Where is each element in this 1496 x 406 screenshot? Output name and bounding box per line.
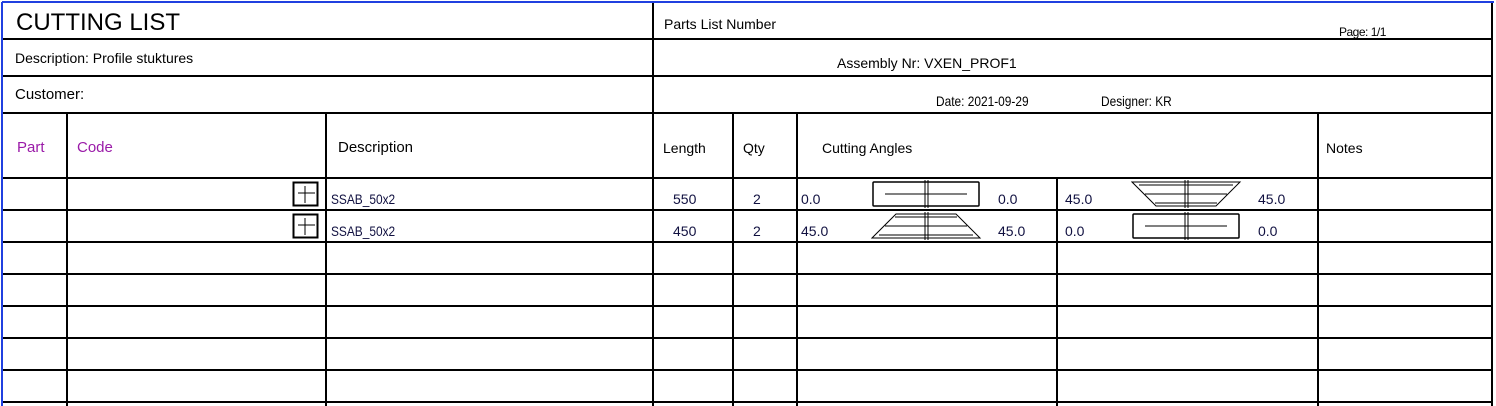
date: Date: 2021-09-29 <box>936 93 1029 109</box>
column-header-code: Code <box>77 139 113 156</box>
profile-cut-shape-trapezoid-wide-top <box>1131 180 1242 208</box>
column-header-cutting-angles: Cutting Angles <box>822 140 913 156</box>
row-angle-right: 0.0 <box>1258 223 1278 239</box>
row-angle-right: 45.0 <box>1258 191 1286 207</box>
column-header-length: Length <box>663 140 706 156</box>
column-header-description: Description <box>338 139 414 156</box>
row-description: SSAB_50x2 <box>331 223 396 239</box>
page-title: CUTTING LIST <box>16 9 181 36</box>
row-length: 550 <box>673 191 697 207</box>
profile-cut-shape-rectangle <box>872 180 980 208</box>
row-description: SSAB_50x2 <box>331 191 396 207</box>
profile-section-icon <box>292 181 319 207</box>
profile-cut-shape-rectangle <box>1132 212 1240 240</box>
description-label: Description: Profile stuktures <box>15 50 194 66</box>
row-qty: 2 <box>753 223 761 239</box>
column-header-notes: Notes <box>1326 140 1363 156</box>
row-angle-left: 0.0 <box>801 191 821 207</box>
row-qty: 2 <box>753 191 761 207</box>
page-number: Page: 1/1 <box>1339 25 1386 39</box>
customer-label: Customer: <box>15 86 85 103</box>
row-angle-left: 0.0 <box>1065 223 1085 239</box>
row-angle-right: 45.0 <box>998 223 1026 239</box>
column-header-qty: Qty <box>743 140 765 156</box>
profile-cut-shape-trapezoid-wide-bottom <box>871 212 982 240</box>
column-header-part: Part <box>17 139 45 156</box>
row-angle-left: 45.0 <box>1065 191 1093 207</box>
designer: Designer: KR <box>1101 93 1172 109</box>
assembly-number: Assembly Nr: VXEN_PROF1 <box>837 55 1017 71</box>
row-angle-right: 0.0 <box>998 191 1018 207</box>
parts-list-number-label: Parts List Number <box>664 16 777 32</box>
profile-section-icon <box>292 213 319 239</box>
row-angle-left: 45.0 <box>801 223 829 239</box>
row-length: 450 <box>673 223 697 239</box>
